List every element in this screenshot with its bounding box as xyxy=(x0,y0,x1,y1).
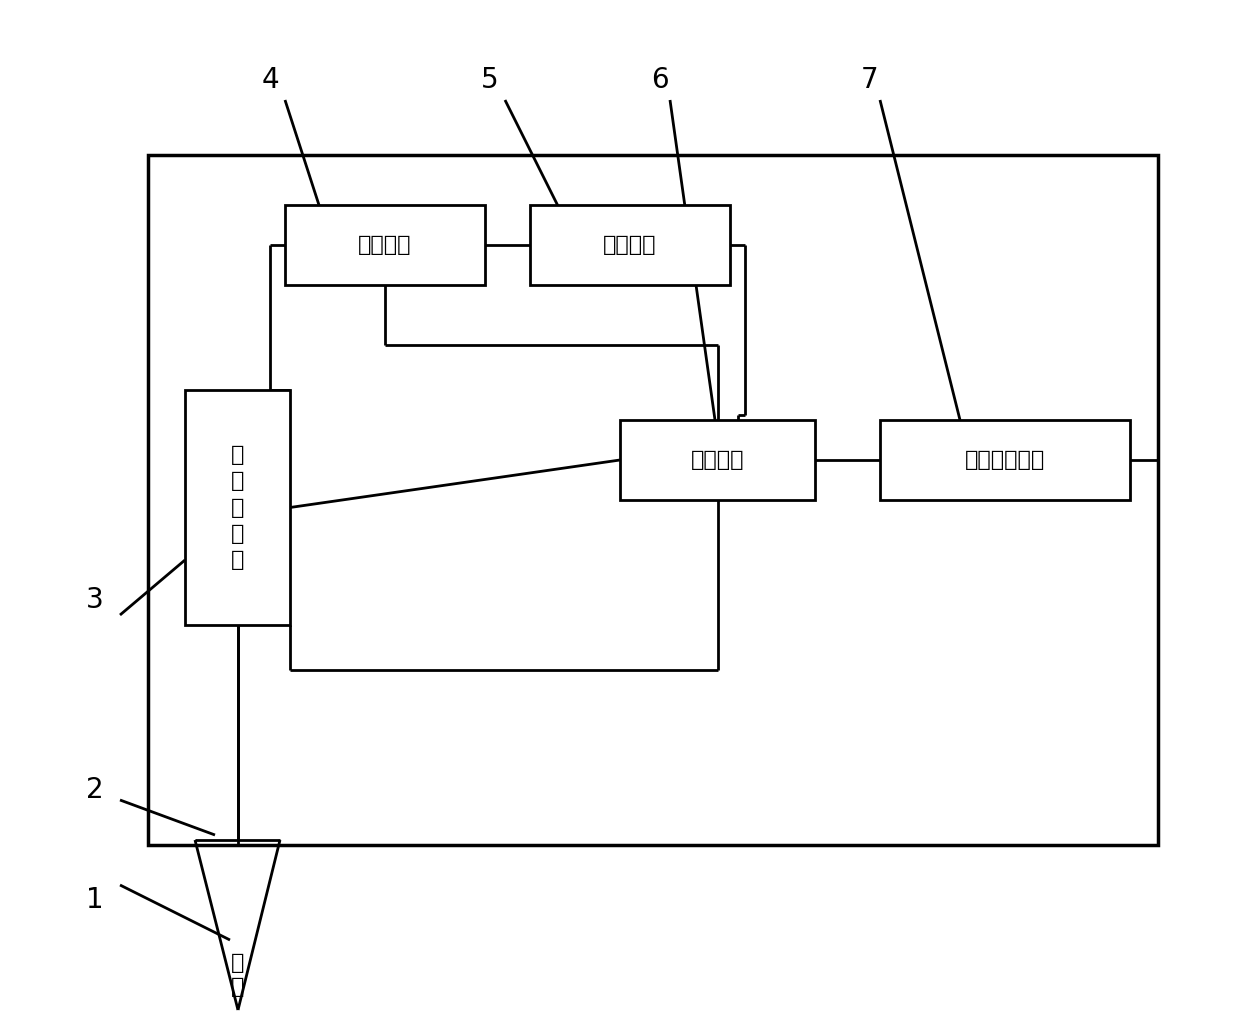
Text: 张
紧
传
感
器: 张 紧 传 感 器 xyxy=(231,445,244,571)
Bar xyxy=(285,205,485,285)
Bar xyxy=(880,420,1130,499)
Text: 5: 5 xyxy=(481,66,498,94)
Text: 轴编码器: 轴编码器 xyxy=(358,235,412,255)
Text: 6: 6 xyxy=(651,66,668,94)
Text: 铅
锤: 铅 锤 xyxy=(232,953,244,997)
Text: 3: 3 xyxy=(86,586,104,614)
Text: 微控制器: 微控制器 xyxy=(691,450,744,470)
Bar xyxy=(148,155,1158,845)
Text: 步进电机: 步进电机 xyxy=(603,235,657,255)
Bar xyxy=(185,390,290,625)
Text: 4: 4 xyxy=(262,66,279,94)
Text: 快插通信接口: 快插通信接口 xyxy=(965,450,1045,470)
Bar xyxy=(529,205,730,285)
Text: 1: 1 xyxy=(87,886,104,914)
Text: 7: 7 xyxy=(862,66,879,94)
Bar xyxy=(620,420,815,499)
Text: 2: 2 xyxy=(87,776,104,804)
